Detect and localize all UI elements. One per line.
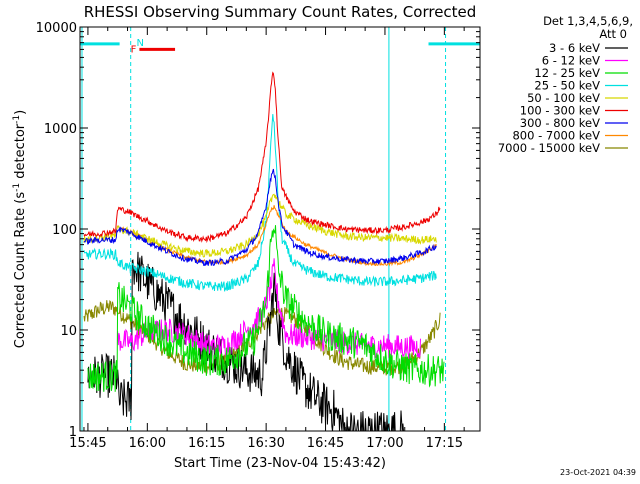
night-flag-label: N (136, 38, 143, 49)
legend-label: 12 - 25 keV (534, 66, 600, 80)
x-axis-label: Start Time (23-Nov-04 15:43:42) (174, 456, 386, 471)
y-tick-label: 1 (69, 425, 77, 440)
y-tick-label: 10000 (36, 21, 77, 36)
x-tick-label: 17:15 (426, 436, 463, 451)
y-axis-label-exponent-2: -1 (12, 115, 22, 124)
x-tick-label: 16:30 (247, 436, 284, 451)
y-axis-label-close: ) (13, 110, 28, 115)
x-tick-label: 16:15 (188, 436, 225, 451)
legend-label: 50 - 100 keV (527, 91, 600, 105)
chart-title: RHESSI Observing Summary Count Rates, Co… (84, 3, 477, 21)
x-tick-label: 15:45 (69, 436, 106, 451)
y-axis-label-exponent-1: -1 (12, 183, 22, 192)
series-line-3 (83, 114, 437, 292)
annotation-layer: FN (80, 38, 480, 55)
y-tick-label: 1000 (44, 122, 77, 137)
x-tick-label: 17:00 (366, 436, 403, 451)
generated-timestamp: 23-Oct-2021 04:39 (560, 468, 636, 477)
series-line-0 (87, 251, 405, 431)
series-layer (83, 71, 445, 431)
flare-flag-label: F (131, 44, 137, 55)
legend-label: 100 - 300 keV (520, 104, 600, 118)
y-axis-label: Corrected Count Rate (s-1 detector-1) (12, 110, 28, 348)
legend-label: 800 - 7000 keV (512, 129, 600, 143)
x-tick-label: 16:00 (129, 436, 166, 451)
series-line-6 (83, 168, 437, 266)
series-line-5 (83, 71, 441, 244)
y-tick-label: 10 (60, 324, 77, 339)
series-line-2 (87, 225, 445, 392)
axis-ticks: 15:45 16:00 16:15 16:30 16:45 17:00 17:15 1 10 10… (36, 21, 480, 451)
y-axis-label-main: Corrected Count Rate (s (13, 192, 28, 349)
x-tick-label: 16:45 (307, 436, 344, 451)
y-axis-label-detector: detector (13, 123, 28, 183)
legend-label: 3 - 6 keV (549, 41, 600, 55)
legend-label: 7000 - 15000 keV (498, 141, 600, 155)
legend-header-line-1: Det 1,3,4,5,6,9, (543, 14, 633, 28)
legend-header-line-2: Att 0 (599, 27, 627, 41)
legend-label: 300 - 800 keV (520, 116, 600, 130)
y-tick-label: 100 (52, 223, 77, 238)
legend-label: 25 - 50 keV (534, 79, 600, 93)
legend-label: 6 - 12 keV (542, 54, 600, 68)
